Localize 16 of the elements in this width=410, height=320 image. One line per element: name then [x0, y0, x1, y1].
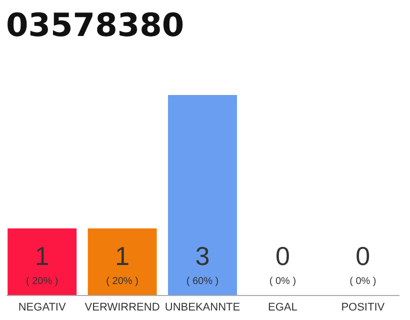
- data-label: ( 0% ): [269, 276, 296, 287]
- data-label: ( 60% ): [186, 276, 219, 287]
- data-label: ( 20% ): [26, 276, 58, 287]
- x-tick-label: VERWIRREND: [84, 302, 160, 314]
- annotation: 1: [34, 241, 50, 271]
- annotation: 1: [115, 241, 130, 271]
- x-tick-label: NEGATIV: [18, 302, 66, 314]
- data-label: ( 20% ): [106, 276, 138, 287]
- x-tick-label: UNBEKANNTE: [164, 302, 240, 314]
- annotation: 0: [356, 241, 370, 271]
- annotation: 0: [275, 241, 290, 271]
- x-tick-label: POSITIV: [341, 302, 386, 314]
- annotation: 3: [195, 241, 210, 271]
- data-label: ( 0% ): [350, 276, 376, 287]
- x-tick-label: EGAL: [268, 302, 298, 314]
- chart-title: 03578380: [6, 6, 184, 44]
